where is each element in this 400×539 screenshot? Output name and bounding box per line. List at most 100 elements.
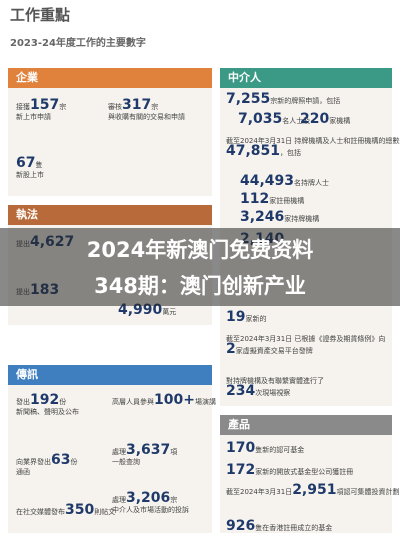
- stat-number: 926: [226, 518, 256, 534]
- stat: 112家註冊機構: [240, 191, 305, 207]
- stat-number: 47,851: [226, 143, 281, 159]
- stat: 截至2024年3月31日2,951項認可集體投資計劃，包括: [226, 482, 400, 498]
- stat-unit: 家持牌機構: [284, 215, 320, 223]
- stat-number: 67: [16, 155, 36, 171]
- stat-desc: 一般查詢: [112, 458, 140, 466]
- stat: 向業界發出63份 通函: [16, 453, 78, 477]
- stat-number: 220: [300, 111, 330, 127]
- section: 企業 接獲157宗 新上市申請 審核317宗 與收購有關的交易和申請 67隻 新股上市: [8, 68, 212, 196]
- stat-unit: 家新的開放式基金型公司獲註冊: [255, 468, 354, 476]
- stat: 接獲157宗 新上市申請: [16, 97, 67, 122]
- stat-unit: 項: [170, 448, 178, 456]
- stat-unit: 名人士及: [282, 117, 311, 125]
- stat-number: 3,637: [126, 442, 171, 458]
- stat: 截至2024年3月31日 持牌機構及人士和註冊機構的總數達 47,851，包括: [226, 136, 400, 158]
- stat-unit: 家機構: [329, 117, 351, 125]
- stat: 高層人員參與100+場演講: [112, 392, 216, 408]
- stat-desc: 新股上市: [16, 171, 44, 179]
- stat-number: 112: [240, 191, 270, 207]
- stat-lead: 處理: [112, 496, 126, 504]
- stat-lead: 接獲: [16, 103, 30, 111]
- stat-lead: 在社交媒體發布: [16, 508, 65, 516]
- stat-number: 170: [226, 440, 256, 456]
- stat-lead: 向業界發出: [16, 458, 51, 466]
- subtitle: 2023-24年度工作的主要數字: [10, 38, 146, 49]
- stat-number: 100+: [154, 392, 195, 408]
- stat-lead: 截至2024年3月31日 已根據《證券及期貨條例》向: [226, 335, 386, 343]
- stat: 220家機構: [300, 111, 351, 127]
- section-header: 企業: [8, 68, 212, 88]
- stat-lead: 審核: [108, 103, 122, 111]
- stat: 對持牌機構及有聯繫實體進行了 234次現場視察: [226, 376, 324, 398]
- stat-number: 234: [226, 383, 256, 399]
- stat-unit: 宗: [59, 103, 67, 111]
- stat-number: 317: [122, 97, 152, 113]
- stat-unit: 家虛擬資產交易平台發牌: [235, 347, 313, 355]
- stat-lead: 截至2024年3月31日: [226, 488, 293, 496]
- stat: 44,493名持牌人士: [240, 173, 330, 189]
- stat: 處理3,206宗中介人及市場活動的投訴: [112, 490, 189, 515]
- stat-unit: 宗: [151, 103, 159, 111]
- stat: 170隻新的認可基金: [226, 440, 305, 456]
- stat-unit: 家註冊機構: [269, 197, 305, 205]
- stat: 172家新的開放式基金型公司獲註冊: [226, 462, 354, 478]
- section: 傳訊 發出192份 新聞稿、聲明及公布 高層人員參與100+場演講 向業界發出63份 通函…: [8, 365, 216, 533]
- section: 產品 170隻新的認可基金 172家新的開放式基金型公司獲註冊截至2024年3月31…: [220, 415, 400, 534]
- stat-number: 7,035: [238, 111, 283, 127]
- stat-lead: 發出: [16, 398, 30, 406]
- stat-number: 157: [30, 97, 60, 113]
- stat-unit: ，包括: [280, 149, 302, 157]
- stat: 處理3,637項一般查詢: [112, 442, 178, 467]
- overlay-line: 348期：澳门创新产业: [94, 274, 306, 298]
- stat: 7,255宗新的牌照申請，包括: [226, 91, 341, 107]
- stat-lead: 對持牌機構及有聯繫實體進行了: [226, 377, 324, 385]
- stat-lead: 截至2024年3月31日 持牌機構及人士和註冊機構的總數達: [226, 137, 400, 145]
- title: 工作重點: [10, 6, 71, 24]
- stat-unit: 家新的: [245, 315, 267, 323]
- stat: 67隻新股上市: [16, 155, 44, 180]
- stat-lead: 高層人員參與: [112, 398, 154, 406]
- stat-unit: 萬元: [162, 308, 177, 316]
- stat-desc: 新聞稿、聲明及公布: [16, 408, 79, 416]
- stat: 19家新的: [226, 309, 267, 325]
- stat-number: 4,990: [118, 302, 163, 318]
- overlay: 2024年新澳门免费资料 348期：澳门创新产业: [0, 228, 400, 306]
- stat-unit: 宗: [170, 496, 178, 504]
- stat-unit: 份: [59, 398, 67, 406]
- stat-unit: 則帖文: [94, 508, 116, 516]
- stat-desc: 通函: [16, 468, 30, 476]
- stat-number: 3,246: [240, 209, 285, 225]
- section-header: 傳訊: [8, 365, 212, 385]
- stat-unit: 項認可集體投資計劃，包括: [336, 488, 400, 496]
- section-header: 產品: [220, 415, 392, 435]
- stat-desc: 新上市申請: [16, 113, 51, 121]
- stat-unit: 隻: [35, 161, 43, 169]
- overlay-line: 2024年新澳门免费资料: [86, 238, 314, 262]
- stat-desc: 中介人及市場活動的投訴: [112, 506, 189, 514]
- stat: 截至2024年3月31日 已根據《證券及期貨條例》向 2家虛擬資產交易平台發牌: [226, 334, 385, 356]
- stat-unit: 次現場視察: [255, 389, 291, 397]
- stat-unit: 名持牌人士: [294, 179, 330, 187]
- section-header: 中介人: [220, 68, 392, 88]
- stat-lead: 處理: [112, 448, 126, 456]
- stat: 審核317宗與收購有關的交易和申請: [108, 97, 185, 122]
- stat: 發出192份新聞稿、聲明及公布: [16, 392, 79, 417]
- stat-unit: 隻在香港註冊成立的基金: [255, 524, 333, 532]
- stat-unit: 場演講: [194, 398, 216, 406]
- stat-number: 44,493: [240, 173, 295, 189]
- stat-unit: 宗新的牌照申請，包括: [270, 97, 341, 105]
- stat-number: 172: [226, 462, 256, 478]
- stat-unit: 份: [70, 458, 78, 466]
- stat: 4,990萬元: [118, 302, 177, 318]
- section-header: 執法: [8, 205, 212, 225]
- stat-number: 7,255: [226, 91, 271, 107]
- stat-unit: 隻新的認可基金: [255, 446, 305, 454]
- stat-number: 2,951: [292, 482, 337, 498]
- stat-number: 350: [65, 502, 95, 518]
- stat-number: 192: [30, 392, 60, 408]
- stat-desc: 與收購有關的交易和申請: [108, 113, 185, 121]
- stat-number: 3,206: [126, 490, 171, 506]
- stat-number: 19: [226, 309, 246, 325]
- stat: 926隻在香港註冊成立的基金: [226, 518, 333, 534]
